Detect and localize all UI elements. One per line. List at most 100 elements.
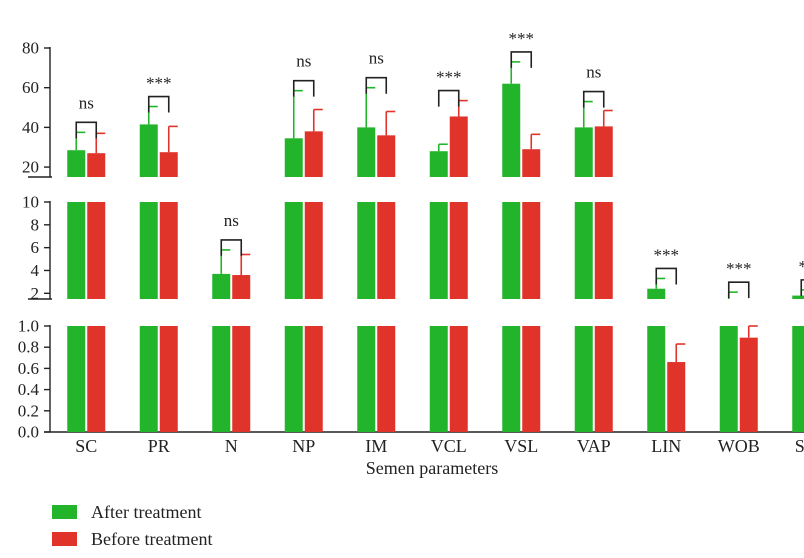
bar-im-after [357, 127, 375, 177]
bars-group [67, 84, 804, 432]
y-tick-label: 20 [22, 158, 39, 177]
x-axis-title: Semen parameters [366, 458, 498, 478]
bar-im-before [377, 326, 395, 432]
bar-pr-before [160, 202, 178, 299]
category-label: VAP [577, 436, 611, 456]
y-tick-label: 4 [31, 261, 40, 280]
bar-str-after [792, 326, 804, 432]
significance-bracket [511, 52, 531, 68]
bar-np-after [285, 202, 303, 299]
bar-vap-before [595, 326, 613, 432]
bar-np-before [305, 131, 323, 177]
significance-bracket [656, 268, 676, 284]
significance-label: ns [369, 49, 384, 68]
category-label: VCL [431, 436, 467, 456]
bar-sc-after [67, 202, 85, 299]
y-tick-label: 8 [31, 215, 40, 234]
bar-vsl-after [502, 202, 520, 299]
bar-vcl-before [450, 116, 468, 177]
legend-label: Before treatment [91, 529, 212, 549]
significance-bracket [294, 81, 314, 97]
bar-vcl-before [450, 326, 468, 432]
y-tick-label: 40 [22, 118, 39, 137]
y-tick-label: 0.2 [18, 401, 39, 420]
bar-np-before [305, 326, 323, 432]
significance-label: *** [146, 74, 172, 93]
bar-n-after [212, 274, 230, 299]
category-label: N [225, 436, 238, 456]
bar-wob-before [740, 338, 758, 432]
significance-label: ns [296, 52, 311, 71]
bar-str-after [792, 296, 804, 299]
bar-pr-after [140, 202, 158, 299]
significance-label: *** [436, 68, 462, 87]
bar-vsl-before [522, 149, 540, 177]
bar-vsl-after [502, 326, 520, 432]
bar-vsl-before [522, 326, 540, 432]
significance-label: *** [726, 259, 752, 278]
significance-bracket [366, 78, 386, 94]
significance-label: *** [799, 257, 804, 276]
significance-label: *** [654, 245, 680, 264]
bar-lin-before [667, 362, 685, 432]
y-tick-label: 80 [22, 39, 39, 58]
bar-im-after [357, 326, 375, 432]
bar-sc-before [87, 202, 105, 299]
bar-vcl-after [430, 202, 448, 299]
bar-lin-after [647, 326, 665, 432]
significance-bracket [76, 122, 96, 138]
bar-sc-after [67, 326, 85, 432]
category-label: NP [292, 436, 315, 456]
category-label: SC [75, 436, 97, 456]
bar-n-after [212, 326, 230, 432]
category-label: IM [365, 436, 387, 456]
bar-vap-before [595, 126, 613, 177]
y-tick-label: 0.4 [18, 380, 40, 399]
bar-sc-before [87, 153, 105, 177]
y-tick-label: 2 [31, 284, 40, 303]
bar-sc-before [87, 326, 105, 432]
significance-label: ns [586, 63, 601, 82]
significance-bracket [149, 97, 169, 113]
bar-im-after [357, 202, 375, 299]
bar-vcl-before [450, 202, 468, 299]
y-tick-label: 0.8 [18, 338, 39, 357]
significance-bracket [584, 92, 604, 108]
bar-vsl-after [502, 84, 520, 177]
category-label: PR [148, 436, 170, 456]
category-label: WOB [718, 436, 760, 456]
bar-vap-after [575, 326, 593, 432]
bar-im-before [377, 202, 395, 299]
bar-vap-after [575, 202, 593, 299]
significance-label: ns [79, 93, 94, 112]
bar-wob-after [720, 326, 738, 432]
y-tick-label: 1.0 [18, 317, 39, 336]
bar-sc-after [67, 150, 85, 177]
bar-n-before [232, 275, 250, 299]
bar-vcl-after [430, 151, 448, 177]
y-tick-label: 10 [22, 193, 39, 212]
significance-bracket [729, 282, 749, 298]
legend-swatch-before [52, 532, 77, 546]
y-tick-label: 0.6 [18, 359, 39, 378]
bar-pr-before [160, 326, 178, 432]
bar-np-after [285, 138, 303, 177]
category-label: STR [795, 436, 804, 456]
significance-label: *** [509, 29, 535, 48]
y-tick-label: 60 [22, 78, 39, 97]
category-label: VSL [504, 436, 538, 456]
category-labels-group: SCPRNNPIMVCLVSLVAPLINWOBSTR [75, 436, 804, 456]
bar-vap-after [575, 127, 593, 177]
significance-label: ns [224, 211, 239, 230]
bar-np-after [285, 326, 303, 432]
bar-vcl-after [430, 326, 448, 432]
bar-lin-after [647, 289, 665, 299]
bar-pr-after [140, 124, 158, 177]
legend-swatch-after [52, 505, 77, 519]
bar-n-before [232, 326, 250, 432]
bar-np-before [305, 202, 323, 299]
